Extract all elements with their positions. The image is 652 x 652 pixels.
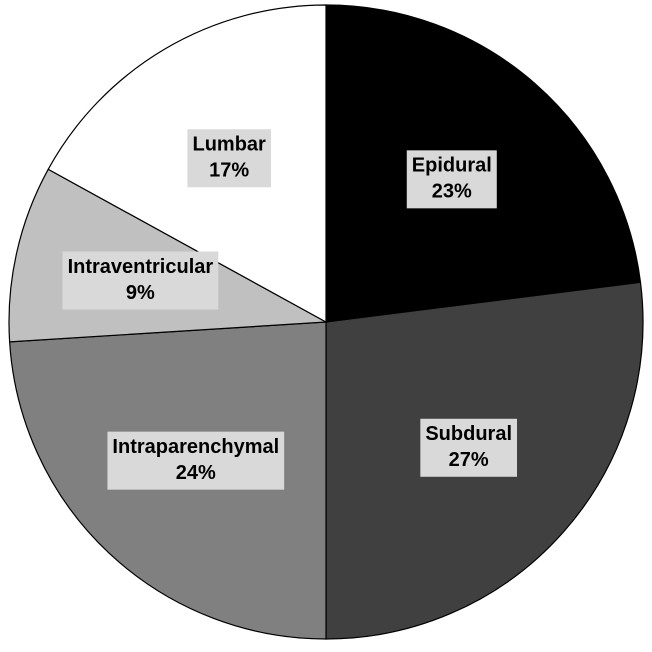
label-box [62, 251, 219, 310]
category-label: Lumbar [193, 134, 267, 156]
label-box [187, 129, 271, 188]
value-label: 27% [449, 449, 489, 471]
label-box [107, 431, 285, 490]
slice-label: Epidural 23% [406, 150, 497, 209]
category-label: Intraventricular [68, 256, 214, 278]
slice-label: Lumbar 17% [187, 129, 271, 188]
value-label: 23% [432, 181, 472, 203]
category-label: Subdural [425, 423, 512, 445]
pie-slice [47, 4, 327, 324]
value-label: 24% [176, 462, 216, 484]
label-box [406, 150, 497, 209]
value-label: 17% [209, 160, 249, 182]
category-label: Epidural [412, 155, 492, 177]
label-box [420, 418, 518, 477]
slice-label: Intraparenchymal 24% [107, 431, 285, 490]
category-label: Intraparenchymal [112, 436, 279, 458]
value-label: 9% [126, 282, 155, 304]
slice-label: Intraventricular 9% [62, 251, 219, 310]
slice-label: Subdural 27% [420, 418, 518, 477]
